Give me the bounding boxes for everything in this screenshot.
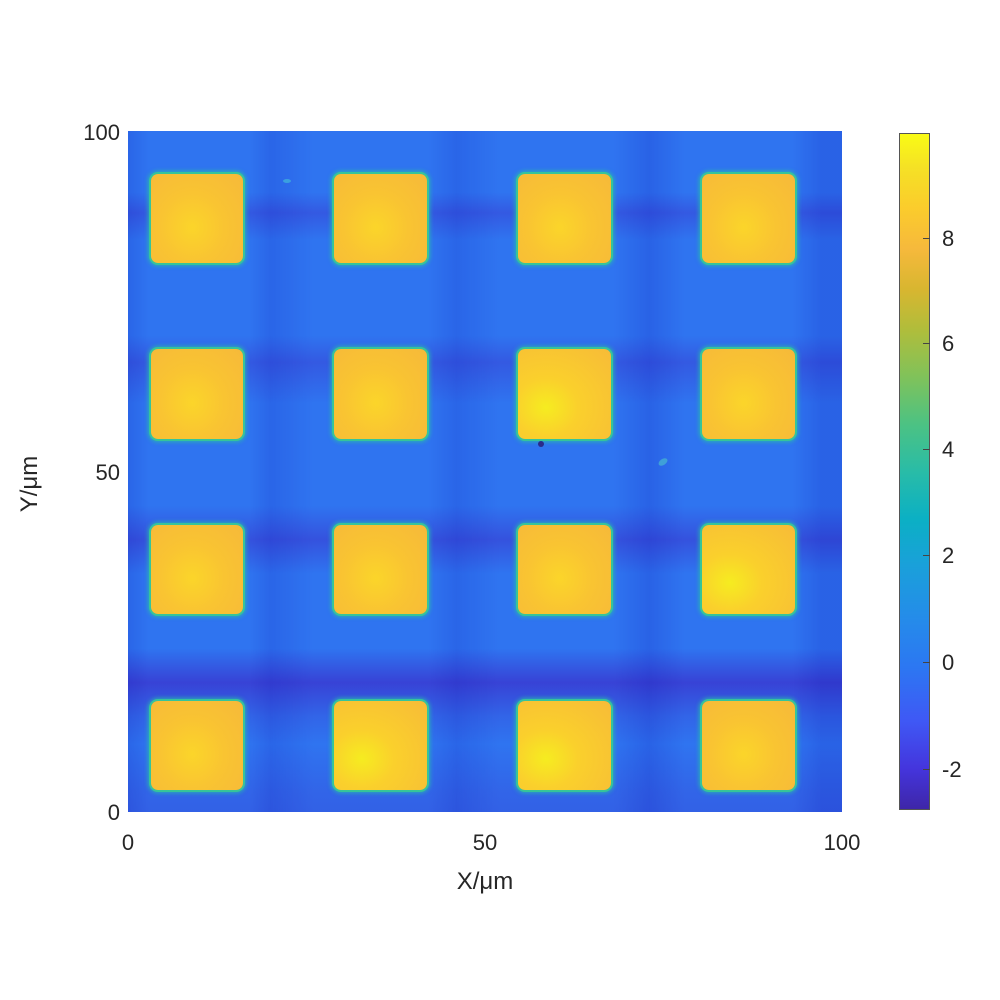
colorbar-tickmark bbox=[923, 449, 930, 450]
defect-spot bbox=[283, 179, 291, 183]
colorbar-tick-neg2: -2 bbox=[942, 757, 962, 782]
y-axis-label: Y/μm bbox=[16, 455, 43, 513]
colorbar-tickmark bbox=[923, 555, 930, 556]
pad-r4-c4 bbox=[702, 701, 795, 790]
pad-r2-c1 bbox=[151, 349, 243, 439]
x-axis-label: X/μm bbox=[456, 868, 514, 895]
pad-r3-c2 bbox=[334, 525, 427, 614]
colorbar-tick-6: 6 bbox=[942, 331, 955, 356]
pad-r1-c4 bbox=[702, 174, 795, 263]
colorbar-tick-2: 2 bbox=[942, 543, 955, 568]
y-tick-50: 50 bbox=[95, 460, 120, 485]
colorbar bbox=[899, 133, 930, 810]
pad-r3-c3 bbox=[518, 525, 611, 614]
y-tick-100: 100 bbox=[83, 120, 120, 145]
colorbar-tick-8: 8 bbox=[942, 226, 955, 251]
defect-spot bbox=[538, 441, 544, 447]
pad-r1-c1 bbox=[151, 174, 243, 263]
heatmap-plot-area bbox=[128, 131, 842, 812]
colorbar-tick-0: 0 bbox=[942, 650, 955, 675]
colorbar-tick-4: 4 bbox=[942, 437, 955, 462]
pad-r4-c2 bbox=[334, 701, 427, 790]
colorbar-tickmark bbox=[923, 343, 930, 344]
pad-r2-c4 bbox=[702, 349, 795, 439]
pad-r1-c3 bbox=[518, 174, 611, 263]
x-tick-50: 50 bbox=[472, 830, 498, 855]
pad-r3-c1 bbox=[151, 525, 243, 614]
pad-r2-c2 bbox=[334, 349, 427, 439]
pad-r2-c3 bbox=[518, 349, 611, 439]
x-tick-0: 0 bbox=[121, 830, 135, 855]
colorbar-tickmark bbox=[923, 238, 930, 239]
colorbar-tickmark bbox=[923, 662, 930, 663]
pad-r1-c2 bbox=[334, 174, 427, 263]
pad-r4-c1 bbox=[151, 701, 243, 790]
y-tick-0: 0 bbox=[107, 800, 120, 825]
pad-r3-c4 bbox=[702, 525, 795, 614]
x-tick-100: 100 bbox=[823, 830, 861, 855]
colorbar-tickmark bbox=[923, 769, 930, 770]
pad-r4-c3 bbox=[518, 701, 611, 790]
